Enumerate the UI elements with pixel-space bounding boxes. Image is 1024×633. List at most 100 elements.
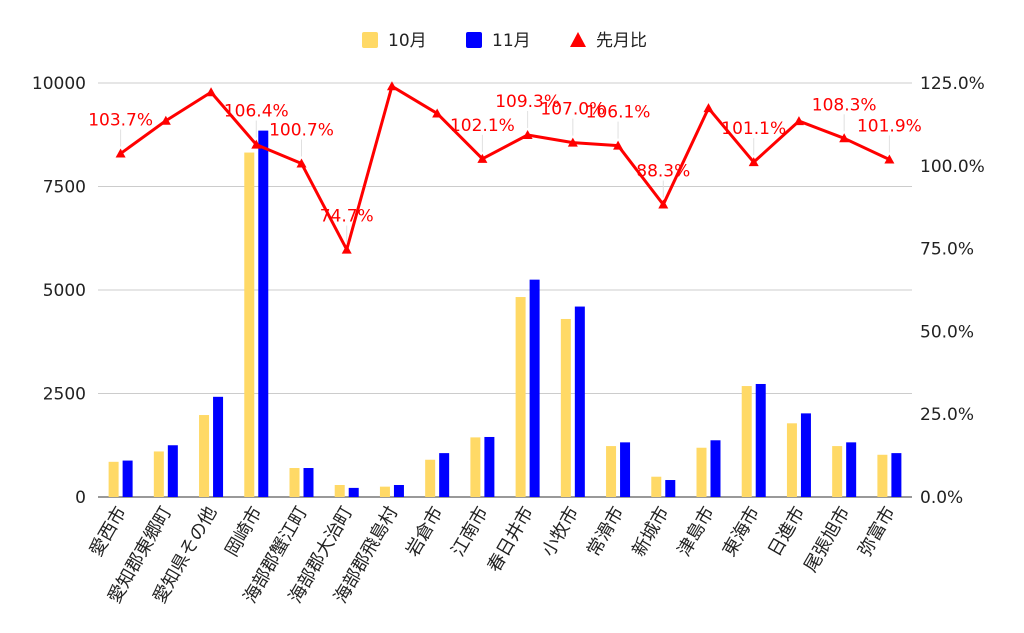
line-point [251,139,262,149]
bar [213,396,224,497]
bar [846,442,857,497]
y-right-tick-label: 25.0% [920,405,974,425]
line-point [160,115,171,125]
legend-marker [570,32,586,47]
bar [786,423,797,497]
bar [108,461,119,497]
line-point [432,108,443,118]
y-left-tick-label: 7500 [43,178,86,198]
bar [153,451,164,497]
bar [696,447,707,497]
x-category-label: 弥富市 [855,503,900,560]
y-left-tick-label: 10000 [32,74,86,94]
bar [560,318,571,497]
bar [393,484,404,497]
x-category-label: 津島市 [674,503,719,560]
bar [651,476,662,497]
y-right-tick-label: 50.0% [920,322,974,342]
bar [665,480,676,497]
bar [515,297,526,497]
data-label: 74.7% [320,207,374,227]
line-point [477,153,488,163]
legend-label: 先月比 [596,31,647,51]
x-category-label: 岩倉市 [402,503,447,560]
line-point [115,148,126,158]
x-category-label: 新城市 [628,503,673,560]
line-point [341,244,352,254]
data-label: 101.9% [857,117,922,137]
y-right-tick-label: 100.0% [920,157,985,177]
bar [258,130,269,498]
bar [303,468,314,497]
x-category-label: 愛西市 [86,503,131,560]
line-point [839,133,850,143]
line-point [386,81,397,91]
x-category-label: 東海市 [719,503,764,560]
data-label: 108.3% [812,95,877,115]
x-category-label: 江南市 [448,503,493,560]
legend-label: 11月 [492,31,531,51]
bar [199,415,210,497]
bar [379,486,390,497]
y-axis-left: 0 2500 5000 7500 10000 [32,74,86,508]
bar [832,446,843,497]
line-point [703,103,714,113]
bar [484,436,495,497]
bar [334,484,345,497]
line-point [567,137,578,147]
bar [800,413,811,497]
data-label: 107.0% [540,100,605,120]
bar [755,383,766,497]
y-left-tick-label: 0 [75,488,86,508]
line-series [115,81,895,254]
data-label: 100.7% [269,120,334,140]
line-point [206,87,217,97]
data-label: 109.3% [495,92,560,112]
y-right-tick-label: 75.0% [920,240,974,260]
bar-series [108,130,902,498]
line-path [119,84,891,252]
data-labels: 103.7% 106.4%100.7% 74.7% 102.1% 109.3%107.0… [88,92,922,243]
bar [244,152,255,497]
data-label: 101.1% [721,119,786,139]
line-point [522,129,533,139]
line-point [748,157,759,167]
bar [439,453,450,497]
line-point [613,140,624,150]
bar [470,437,481,497]
y-left-tick-label: 2500 [43,385,86,405]
bar [425,459,436,497]
gridlines [98,82,912,498]
bar [710,440,721,497]
bar [891,453,902,497]
data-label: 106.1% [586,103,651,123]
bar [741,386,752,497]
bar [606,446,617,497]
bar [122,460,133,497]
line-point [658,199,669,209]
x-axis-categories: 愛西市愛知郡東郷町愛知県その他 岡崎市海部郡蟹江町海部郡大治町海部郡飛島村 岩倉市江… [86,503,900,607]
data-label: 88.3% [636,162,690,182]
data-label: 103.7% [88,111,153,131]
bar [529,279,540,497]
bar [574,306,585,497]
y-left-tick-label: 5000 [43,281,86,301]
x-category-label: 小牧市 [538,503,583,560]
line-point [884,154,895,164]
x-category-label: 常滑市 [583,503,628,560]
bar [348,487,359,497]
y-right-tick-label: 0.0% [920,488,963,508]
data-label: 102.1% [450,116,515,136]
legend-label: 10月 [388,31,427,51]
legend-swatch [362,32,378,48]
data-label: 106.4% [224,102,289,122]
bar [167,445,178,497]
bar [620,442,631,497]
y-axis-right: 0.0% 25.0% 50.0% 75.0% 100.0% 125.0% [920,74,985,508]
x-category-label: 日進市 [764,503,809,560]
legend-swatch [466,32,482,48]
legend: 10月 11月 先月比 [362,31,647,51]
y-right-tick-label: 125.0% [920,74,985,94]
x-category-label: 岡崎市 [221,503,266,560]
